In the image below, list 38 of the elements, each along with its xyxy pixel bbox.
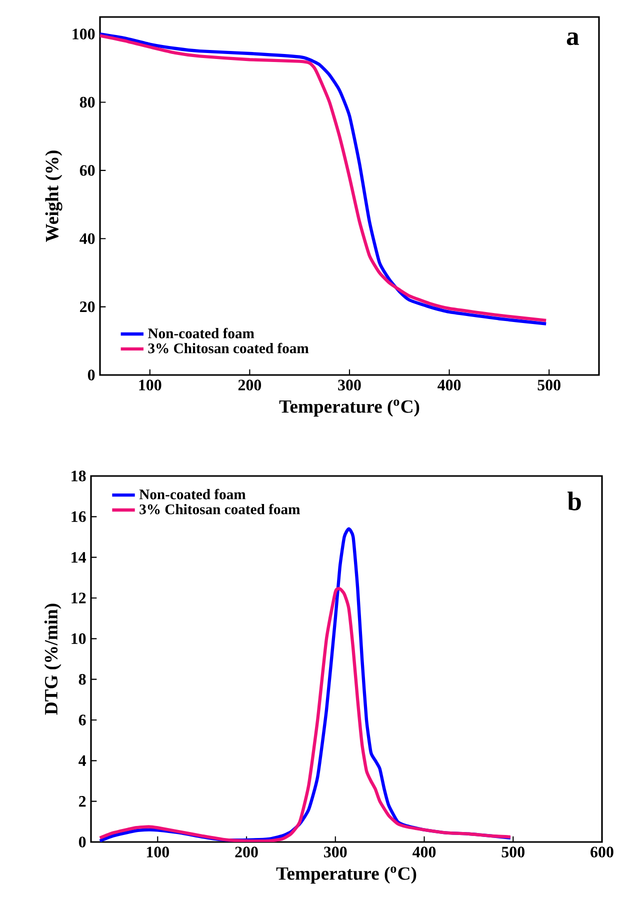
y-tick-label: 60 bbox=[80, 165, 94, 176]
x-tick-label: 200 bbox=[238, 380, 261, 390]
y-tick-label: 4 bbox=[78, 755, 86, 766]
y-tick-label: 12 bbox=[71, 592, 86, 604]
y-tick-label: 2 bbox=[78, 796, 86, 807]
legend-label: Non-coated foam bbox=[148, 328, 254, 338]
y-tick-label: 14 bbox=[71, 552, 86, 563]
y-tick-label: 100 bbox=[72, 28, 94, 40]
x-tick-label: 500 bbox=[538, 380, 560, 390]
y-tick-label: 20 bbox=[80, 301, 94, 312]
y-tick-label: 6 bbox=[78, 714, 86, 726]
legend-label: Non-coated foam bbox=[139, 488, 246, 500]
y-axis-title: DTG (%/min) bbox=[44, 604, 62, 715]
legend-label: 3% Chitosan coated foam bbox=[148, 342, 308, 354]
x-tick-label: 600 bbox=[590, 846, 614, 858]
y-tick-label: 18 bbox=[71, 470, 86, 482]
y-tick-label: 40 bbox=[79, 233, 94, 244]
y-tick-label: 0 bbox=[78, 836, 86, 848]
annotation: b bbox=[567, 492, 581, 510]
x-tick-label: 400 bbox=[412, 846, 436, 858]
y-axis-title: Weight (%) bbox=[45, 150, 62, 242]
line-series bbox=[98, 587, 512, 842]
x-axis-title: Temperature ($^{o}$C) bbox=[279, 400, 419, 417]
y-tick-label: 0 bbox=[88, 370, 94, 380]
y-tick-label: 10 bbox=[71, 633, 86, 644]
x-tick-label: 300 bbox=[338, 380, 361, 390]
x-tick-label: 300 bbox=[324, 846, 347, 858]
x-tick-label: 100 bbox=[139, 380, 162, 390]
x-tick-label: 100 bbox=[146, 846, 169, 858]
x-tick-label: 400 bbox=[437, 380, 460, 390]
legend-label: 3% Chitosan coated foam bbox=[139, 504, 300, 514]
y-tick-label: 16 bbox=[71, 511, 86, 522]
annotation: a bbox=[566, 32, 579, 46]
x-axis-title: Temperature ($^{o}$C) bbox=[276, 866, 416, 884]
x-tick-label: 200 bbox=[235, 846, 258, 858]
y-tick-label: 80 bbox=[80, 96, 94, 108]
y-tick-label: 8 bbox=[78, 674, 86, 685]
x-tick-label: 500 bbox=[502, 846, 524, 858]
